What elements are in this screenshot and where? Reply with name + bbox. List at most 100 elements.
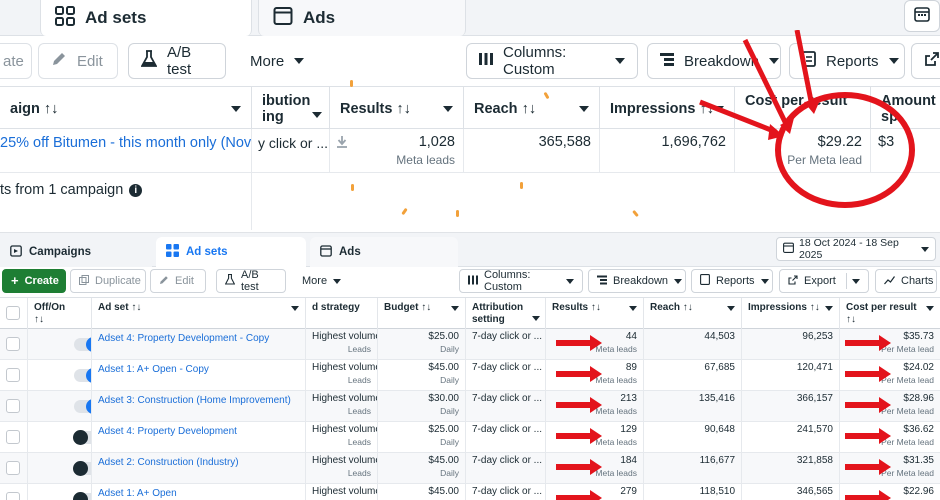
ad-set-name-link[interactable]: Adset 1: A+ Open - Copy: [98, 364, 209, 375]
column-header-off-on[interactable]: Off/On ↑↓: [28, 298, 92, 330]
ad-set-name-link[interactable]: Adset 4: Property Development - Copy: [98, 333, 270, 344]
on-off-toggle[interactable]: [73, 492, 91, 500]
column-header-bid-strategy[interactable]: d strategy: [306, 298, 378, 330]
calendar-button[interactable]: [904, 0, 940, 32]
tab-ad-sets[interactable]: Ad sets: [40, 0, 252, 36]
column-header-reach[interactable]: Reach ↑↓: [644, 298, 742, 330]
on-off-toggle[interactable]: [74, 399, 91, 414]
tab-campaigns[interactable]: Campaigns: [0, 237, 152, 267]
columns-dropdown[interactable]: Columns: Custom: [459, 269, 583, 293]
reports-dropdown[interactable]: Reports: [691, 269, 773, 293]
column-header-impressions[interactable]: Impressions ↑↓: [742, 298, 840, 330]
strategy-sub: Leads: [347, 468, 371, 478]
cost-sub: Per Meta lead: [881, 406, 934, 416]
zoomed-campaign-row[interactable]: 25% off Bitumen - this month only (Nov) …: [0, 129, 940, 173]
on-off-toggle[interactable]: [74, 337, 91, 352]
attribution-cell: 7-day click or ...: [466, 484, 546, 500]
date-range-picker[interactable]: 18 Oct 2024 - 18 Sep 2025: [776, 237, 936, 261]
decorative-dash: [350, 80, 353, 87]
ab-test-button[interactable]: A/B test: [128, 43, 226, 79]
chevron-down-icon: [921, 246, 929, 252]
row-checkbox[interactable]: [6, 430, 20, 444]
column-header-budget[interactable]: Budget ↑↓: [378, 298, 466, 330]
create-button[interactable]: ate: [0, 43, 32, 79]
on-off-toggle[interactable]: [73, 430, 91, 445]
create-button[interactable]: + Create: [2, 269, 66, 293]
reports-dropdown[interactable]: Reports: [789, 43, 905, 79]
charts-button[interactable]: Charts: [875, 269, 937, 293]
chevron-down-icon: [443, 105, 453, 112]
impressions-cell: 120,471: [742, 360, 840, 391]
tab-ad-sets-active[interactable]: Ad sets: [156, 237, 306, 267]
row-checkbox[interactable]: [6, 492, 20, 500]
ad-set-name-link[interactable]: Adset 2: Construction (Industry): [98, 457, 239, 468]
row-checkbox[interactable]: [6, 461, 20, 475]
column-header-cost-per-result[interactable]: Cost per result ↑↓: [840, 298, 940, 330]
column-header-attribution[interactable]: ibution ing: [252, 87, 330, 130]
table-row[interactable]: Adset 3: Construction (Home Improvement)…: [0, 391, 940, 422]
breakdown-dropdown[interactable]: Breakdown: [588, 269, 686, 293]
results-sub: Meta leads: [595, 344, 637, 354]
results-value: 129: [620, 424, 637, 435]
more-menu[interactable]: More: [294, 269, 348, 293]
column-header-campaign[interactable]: aign ↑↓: [0, 87, 252, 130]
more-menu[interactable]: More: [238, 43, 310, 79]
tab-ads[interactable]: Ads: [258, 0, 466, 36]
table-row[interactable]: Adset 1: A+ Open - Copy Highest volume Lea…: [0, 360, 940, 391]
column-header-ad-set[interactable]: Ad set ↑↓: [92, 298, 306, 330]
on-off-toggle[interactable]: [73, 461, 91, 476]
impressions-cell: 366,157: [742, 391, 840, 422]
tab-ad-sets-label: Ad sets: [85, 8, 147, 27]
impressions-header-label: Impressions: [610, 100, 696, 117]
edit-button[interactable]: Edit: [150, 269, 206, 293]
chevron-down-icon: [926, 306, 934, 311]
export-button[interactable]: Export: [779, 269, 869, 293]
row-checkbox[interactable]: [6, 399, 20, 413]
column-header-attribution[interactable]: Attribution setting: [466, 298, 546, 330]
cost-sub: Per Meta lead: [881, 468, 934, 478]
columns-dropdown[interactable]: Columns: Custom: [466, 43, 638, 79]
edit-button[interactable]: Edit: [38, 43, 118, 79]
row-checkbox[interactable]: [6, 368, 20, 382]
column-header-results[interactable]: Results ↑↓: [330, 87, 464, 130]
row-checkbox-cell: [0, 391, 28, 422]
red-arrow-annotation: [556, 397, 602, 413]
ad-set-name-cell: Adset 4: Property Development - Copy: [92, 329, 306, 360]
chevron-down-icon: [888, 58, 899, 64]
campaign-name-link[interactable]: 25% off Bitumen - this month only (Nov): [0, 129, 252, 173]
on-off-toggle[interactable]: [74, 368, 91, 383]
export-icon: [924, 51, 940, 71]
ad-set-name-link[interactable]: Adset 3: Construction (Home Improvement): [98, 395, 291, 406]
duplicate-label: Duplicate: [95, 275, 141, 287]
chevron-down-icon: [333, 278, 342, 284]
results-cell: 44 Meta leads: [546, 329, 644, 360]
summary-text: ts from 1 campaign: [0, 182, 124, 198]
duplicate-button[interactable]: Duplicate: [70, 269, 146, 293]
table-row[interactable]: Adset 4: Property Development - Copy High…: [0, 329, 940, 360]
ad-set-name-link[interactable]: Adset 1: A+ Open: [98, 488, 177, 499]
create-label: Create: [24, 275, 59, 287]
chevron-down-icon[interactable]: [852, 278, 860, 284]
ad-set-name-link[interactable]: Adset 4: Property Development: [98, 426, 237, 437]
attribution-cell: y click or ...: [252, 129, 330, 173]
tab-ads[interactable]: Ads: [310, 237, 458, 267]
ab-test-button[interactable]: A/B test: [216, 269, 286, 293]
reach-cell: 90,648: [644, 422, 742, 453]
decorative-dash: [456, 210, 459, 217]
select-all-checkbox[interactable]: [0, 298, 28, 330]
cost-value: $35.73: [903, 331, 934, 342]
export-icon: [788, 274, 798, 288]
table-row[interactable]: Adset 4: Property Development Highest vol…: [0, 422, 940, 453]
row-checkbox[interactable]: [6, 337, 20, 351]
attribution-header-line2: ing: [262, 108, 284, 125]
column-header-reach[interactable]: Reach ↑↓: [464, 87, 600, 130]
column-header-results[interactable]: Results ↑↓: [546, 298, 644, 330]
table-row[interactable]: Adset 2: Construction (Industry) Highest …: [0, 453, 940, 484]
ad-set-header-label: Ad set: [98, 302, 129, 313]
reach-header-label: Reach: [474, 100, 518, 117]
red-arrow-annotation: [845, 366, 891, 382]
export-button[interactable]: [911, 43, 940, 79]
budget-cell: $25.00 Daily: [378, 422, 466, 453]
bid-strategy-cell: Highest volume Leads: [306, 360, 378, 391]
